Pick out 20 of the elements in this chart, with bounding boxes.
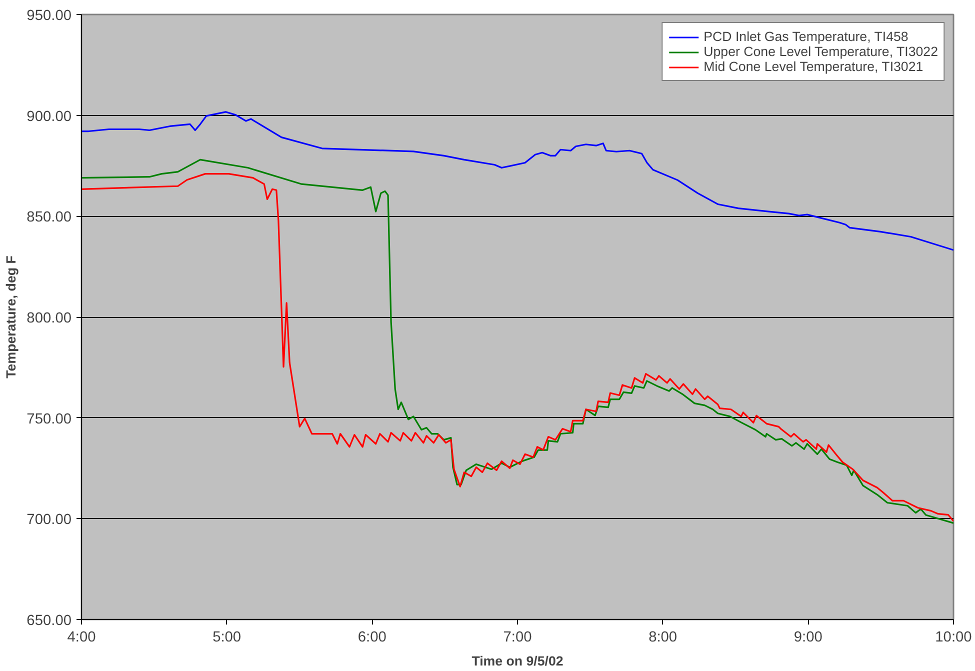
x-tick-label: 7:00	[503, 630, 532, 646]
x-tick-label: 5:00	[212, 630, 242, 646]
y-tick-label: 800.00	[26, 310, 72, 326]
x-tick-label: 10:00	[935, 630, 972, 646]
y-tick-label: 700.00	[26, 512, 72, 528]
x-tick-label: 4:00	[67, 630, 96, 646]
y-tick-label: 850.00	[26, 210, 72, 226]
x-tick-label: 8:00	[648, 630, 678, 646]
legend-label: Upper Cone Level Temperature, TI3022	[704, 44, 938, 59]
line-series	[82, 111, 954, 251]
legend-label: Mid Cone Level Temperature, TI3021	[704, 59, 924, 74]
x-axis-title: Time on 9/5/02	[472, 654, 564, 668]
y-tick-label: 650.00	[26, 613, 72, 629]
legend-label: PCD Inlet Gas Temperature, TI458	[704, 29, 908, 44]
x-tick-label: 9:00	[794, 630, 822, 646]
y-axis-title: Temperature, deg F	[4, 256, 19, 378]
y-tick-label: 750.00	[26, 411, 72, 428]
y-tick-label: 950.00	[26, 8, 72, 24]
y-tick-label: 900.00	[26, 108, 72, 125]
x-tick-label: 6:00	[358, 630, 386, 646]
